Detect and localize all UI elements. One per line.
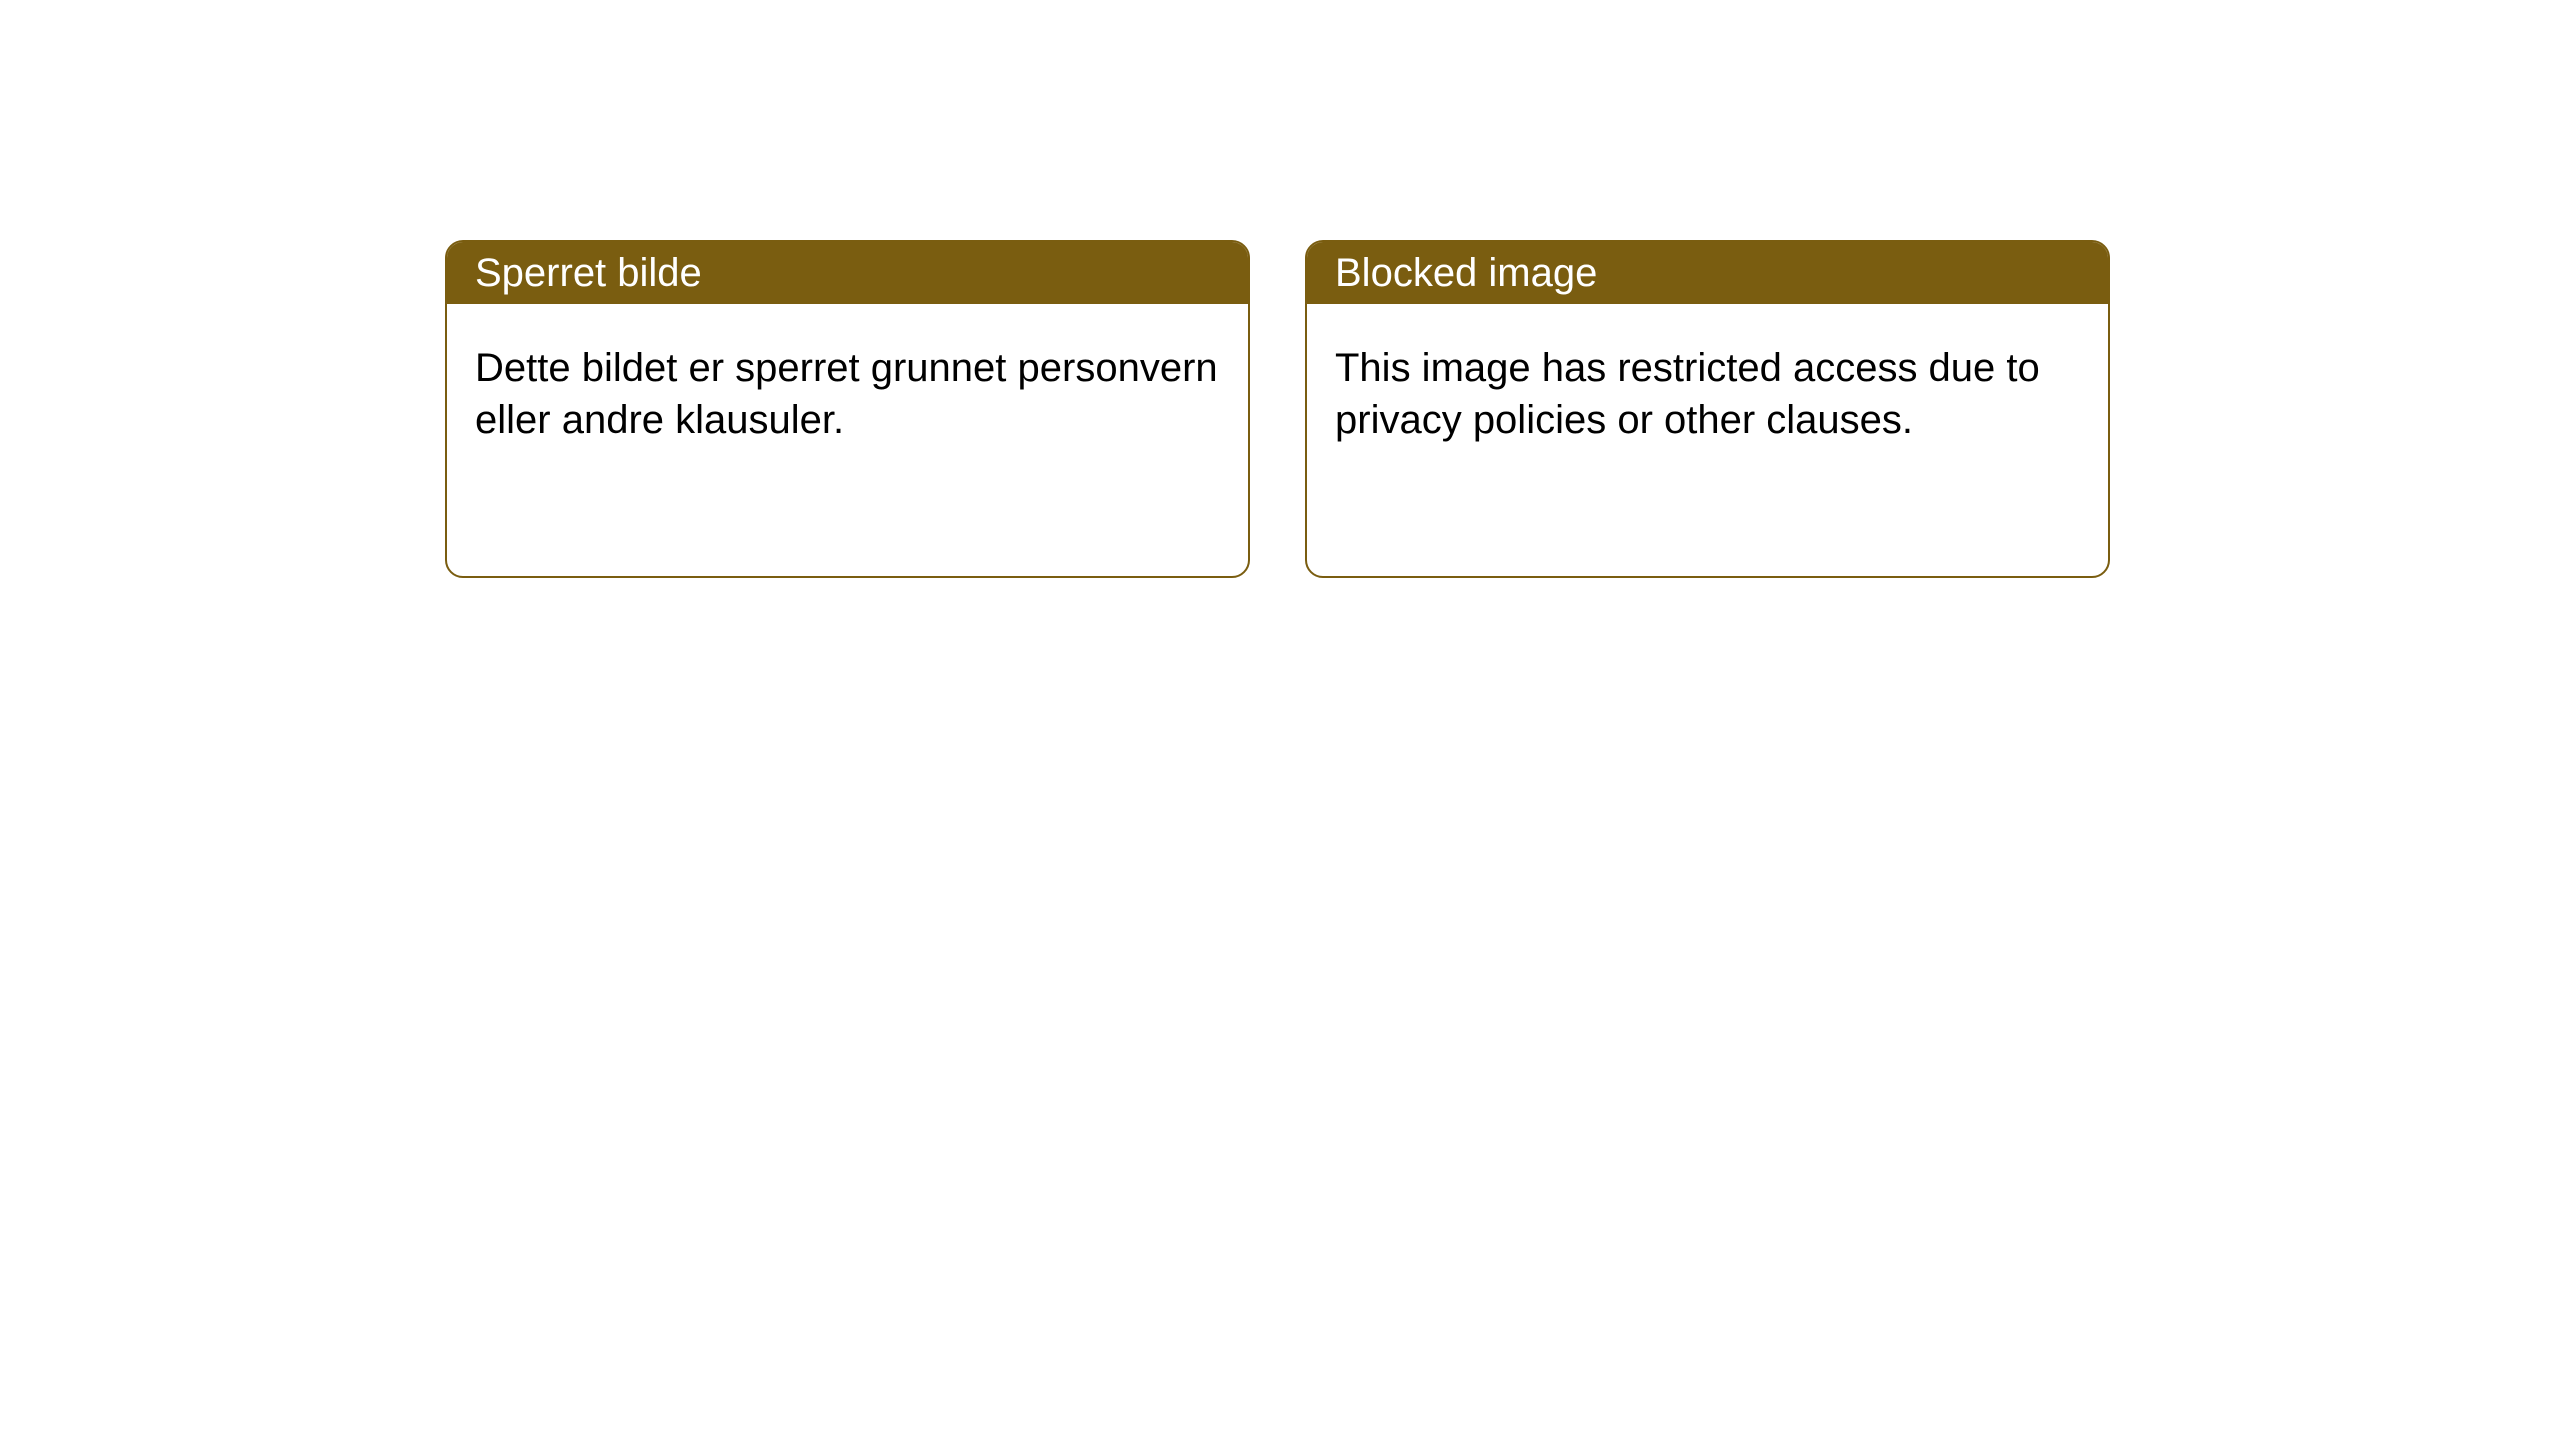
blocked-image-card-english: Blocked image This image has restricted … (1305, 240, 2110, 578)
card-body: Dette bildet er sperret grunnet personve… (447, 304, 1248, 484)
notice-container: Sperret bilde Dette bildet er sperret gr… (0, 0, 2560, 578)
card-title: Sperret bilde (475, 251, 702, 296)
card-message: Dette bildet er sperret grunnet personve… (475, 346, 1218, 442)
card-title: Blocked image (1335, 251, 1597, 296)
card-header: Sperret bilde (447, 242, 1248, 304)
blocked-image-card-norwegian: Sperret bilde Dette bildet er sperret gr… (445, 240, 1250, 578)
card-message: This image has restricted access due to … (1335, 346, 2040, 442)
card-header: Blocked image (1307, 242, 2108, 304)
card-body: This image has restricted access due to … (1307, 304, 2108, 484)
